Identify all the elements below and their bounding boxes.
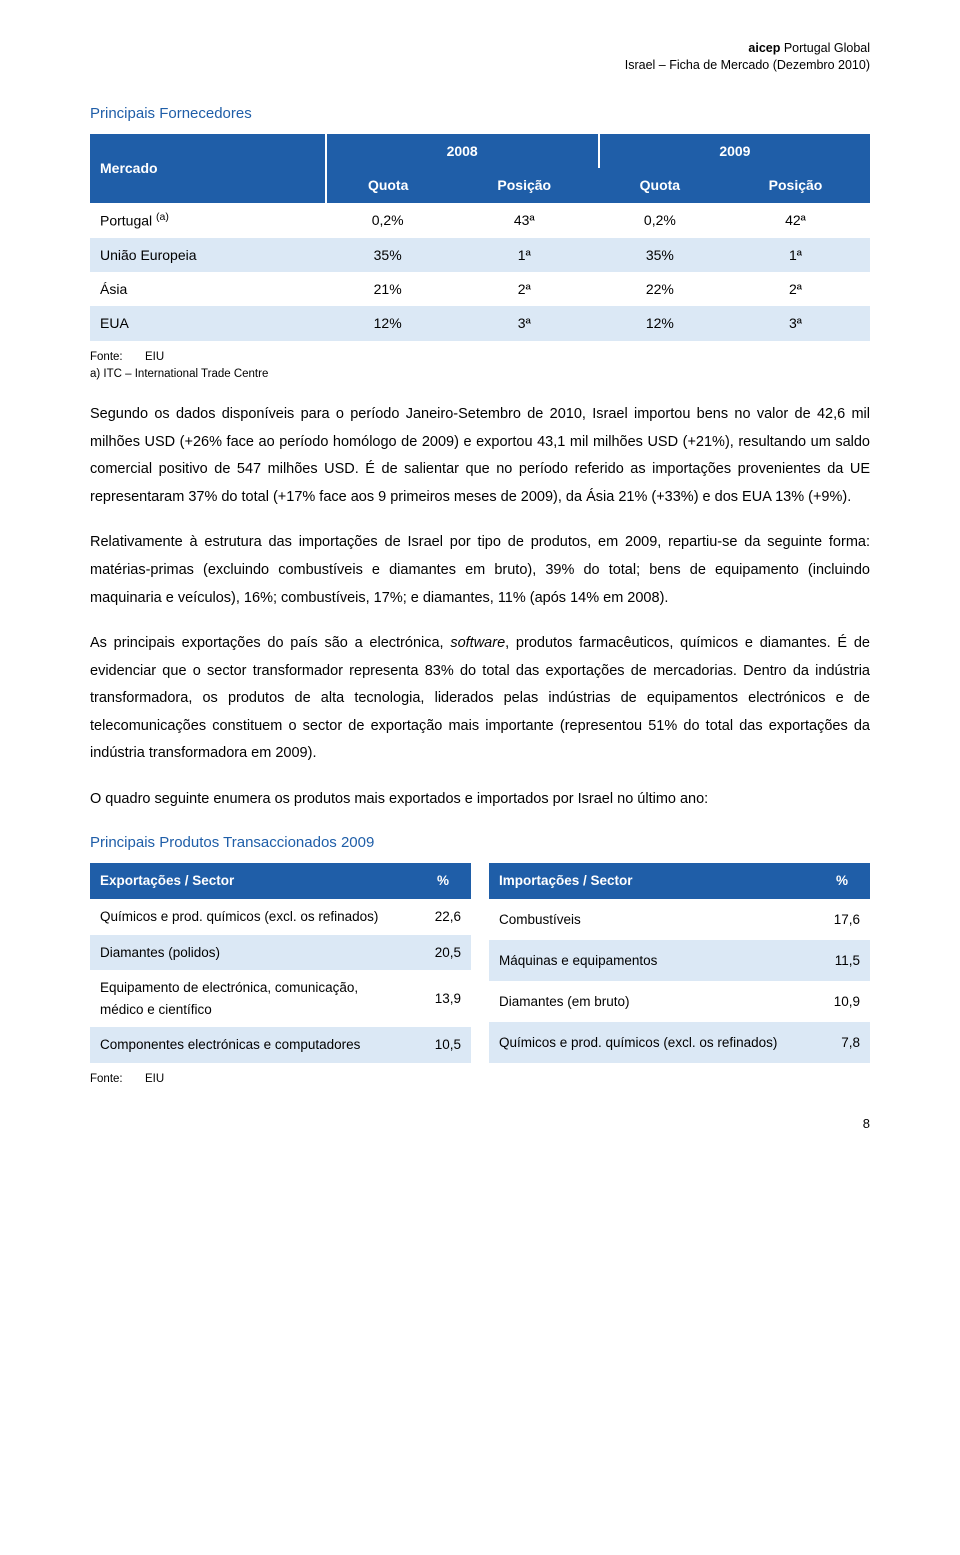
- table2-title: Principais Produtos Transaccionados 2009: [90, 831, 870, 855]
- table1-footnote: Fonte: EIU a) ITC – International Trade …: [90, 349, 870, 384]
- table1-sub-quota-08: Quota: [326, 168, 450, 202]
- row-pct: 10,5: [415, 1027, 471, 1063]
- imports-table: Importações / Sector % Combustíveis17,6M…: [489, 863, 870, 1063]
- imports-head-pct: %: [814, 863, 870, 899]
- cell: 0,2%: [599, 203, 721, 238]
- table-row: Diamantes (em bruto)10,9: [489, 981, 870, 1022]
- table1-sub-quota-09: Quota: [599, 168, 721, 202]
- footnote-fonte-value: EIU: [145, 351, 164, 363]
- row-label: Químicos e prod. químicos (excl. os refi…: [489, 1022, 814, 1063]
- cell: 2ª: [450, 272, 599, 306]
- table-row: Combustíveis17,6: [489, 899, 870, 940]
- cell: 43ª: [450, 203, 599, 238]
- header-brand-rest: Portugal Global: [780, 41, 870, 55]
- table-row: Ásia21%2ª22%2ª: [90, 272, 870, 306]
- cell: 21%: [326, 272, 450, 306]
- cell: 0,2%: [326, 203, 450, 238]
- exports-table: Exportações / Sector % Químicos e prod. …: [90, 863, 471, 1063]
- row-pct: 13,9: [415, 970, 471, 1027]
- cell: 35%: [326, 238, 450, 272]
- row-label: Equipamento de electrónica, comunicação,…: [90, 970, 415, 1027]
- cell: 12%: [326, 306, 450, 340]
- suppliers-table: Mercado 2008 2009 Quota Posição Quota Po…: [90, 134, 870, 341]
- cell: 22%: [599, 272, 721, 306]
- row-pct: 11,5: [814, 940, 870, 981]
- cell: 3ª: [721, 306, 870, 340]
- row-label: Componentes electrónicas e computadores: [90, 1027, 415, 1063]
- paragraph-2: Relativamente à estrutura das importaçõe…: [90, 529, 870, 612]
- table-row: União Europeia35%1ª35%1ª: [90, 238, 870, 272]
- italic-word: software: [450, 635, 505, 651]
- row-pct: 7,8: [814, 1022, 870, 1063]
- row-pct: 22,6: [415, 899, 471, 935]
- products-tables-wrap: Exportações / Sector % Químicos e prod. …: [90, 863, 870, 1063]
- footnote2-fonte-value: EIU: [145, 1073, 164, 1085]
- paragraph-4: O quadro seguinte enumera os produtos ma…: [90, 786, 870, 814]
- footnote-a: a) ITC – International Trade Centre: [90, 368, 268, 380]
- cell: 12%: [599, 306, 721, 340]
- table1-head-2008: 2008: [326, 134, 599, 168]
- header-line1: aicep Portugal Global: [90, 40, 870, 57]
- table-row: Máquinas e equipamentos11,5: [489, 940, 870, 981]
- row-label: Diamantes (polidos): [90, 935, 415, 971]
- cell: 1ª: [450, 238, 599, 272]
- header-line2: Israel – Ficha de Mercado (Dezembro 2010…: [90, 57, 870, 74]
- exports-head-pct: %: [415, 863, 471, 899]
- row-label: Portugal (a): [90, 203, 326, 238]
- row-label: União Europeia: [90, 238, 326, 272]
- cell: 2ª: [721, 272, 870, 306]
- row-label: Ásia: [90, 272, 326, 306]
- cell: 42ª: [721, 203, 870, 238]
- row-pct: 17,6: [814, 899, 870, 940]
- row-pct: 20,5: [415, 935, 471, 971]
- cell: 35%: [599, 238, 721, 272]
- table-row: Portugal (a)0,2%43ª0,2%42ª: [90, 203, 870, 238]
- table2-footnote: Fonte: EIU: [90, 1071, 870, 1088]
- table1-year-row: Mercado 2008 2009: [90, 134, 870, 168]
- row-label: Combustíveis: [489, 899, 814, 940]
- row-label: Diamantes (em bruto): [489, 981, 814, 1022]
- cell: 1ª: [721, 238, 870, 272]
- footnote2-fonte-label: Fonte:: [90, 1073, 123, 1085]
- header-brand-bold: aicep: [748, 41, 780, 55]
- page-header: aicep Portugal Global Israel – Ficha de …: [90, 40, 870, 74]
- table-row: Equipamento de electrónica, comunicação,…: [90, 970, 471, 1027]
- imports-head-label: Importações / Sector: [489, 863, 814, 899]
- table-row: Químicos e prod. químicos (excl. os refi…: [90, 899, 471, 935]
- table1-sub-pos-08: Posição: [450, 168, 599, 202]
- table-row: EUA12%3ª12%3ª: [90, 306, 870, 340]
- table1-head-mercado: Mercado: [90, 134, 326, 203]
- row-pct: 10,9: [814, 981, 870, 1022]
- row-label: Químicos e prod. químicos (excl. os refi…: [90, 899, 415, 935]
- table-row: Químicos e prod. químicos (excl. os refi…: [489, 1022, 870, 1063]
- paragraph-3: As principais exportações do país são a …: [90, 630, 870, 768]
- row-label: EUA: [90, 306, 326, 340]
- table-row: Componentes electrónicas e computadores1…: [90, 1027, 471, 1063]
- table1-head-2009: 2009: [599, 134, 870, 168]
- table1-sub-pos-09: Posição: [721, 168, 870, 202]
- table-row: Diamantes (polidos)20,5: [90, 935, 471, 971]
- footnote-fonte-label: Fonte:: [90, 351, 123, 363]
- page-number: 8: [90, 1114, 870, 1135]
- row-label: Máquinas e equipamentos: [489, 940, 814, 981]
- cell: 3ª: [450, 306, 599, 340]
- table1-title: Principais Fornecedores: [90, 102, 870, 126]
- exports-head-label: Exportações / Sector: [90, 863, 415, 899]
- paragraph-1: Segundo os dados disponíveis para o perí…: [90, 401, 870, 511]
